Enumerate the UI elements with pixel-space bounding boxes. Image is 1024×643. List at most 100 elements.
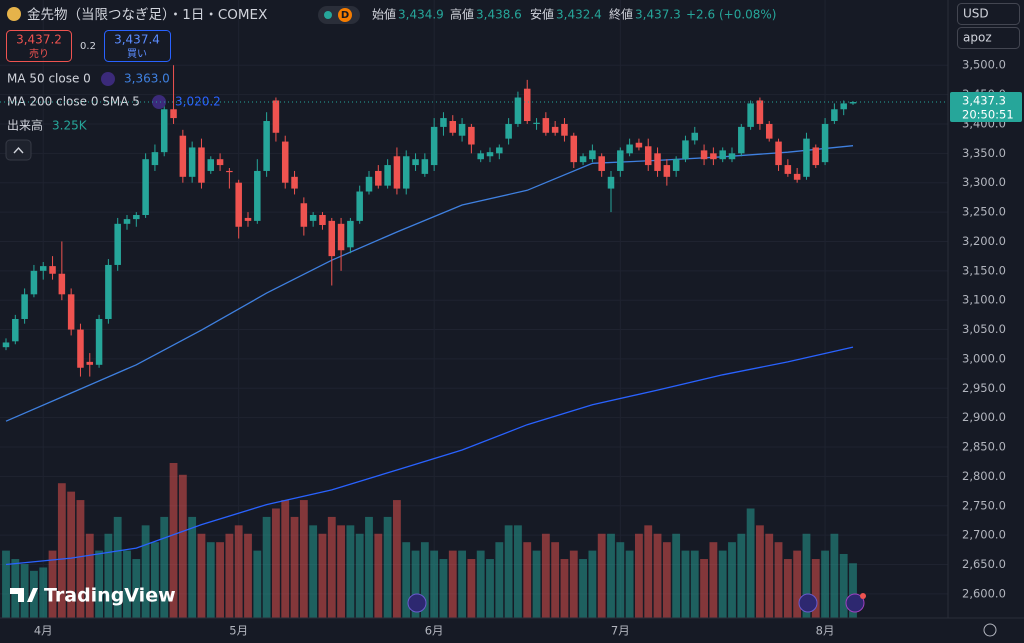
currency-button[interactable] [957,3,1020,25]
volume-bar [411,550,420,618]
volume-bar [95,550,103,618]
volume-bar [67,491,76,618]
volume-bar [569,550,578,618]
volume-bar [420,542,429,618]
volume-bar [355,533,364,618]
y-tick-label: 2,650.0 [962,557,1006,571]
volume-bar [486,559,494,618]
y-tick-label: 2,700.0 [962,528,1006,542]
ohlc-change: +2.6 (+0.08%) [686,8,777,22]
volume-value: 3.25K [52,119,88,133]
candle-body [337,223,345,251]
ohlc-label: 始値 [372,7,396,22]
symbol-title[interactable]: 金先物（当限つなぎ足）・1日・COMEX [27,7,267,23]
candle-body [77,329,84,368]
volume-bar [588,550,597,618]
volume-bar [551,542,560,618]
scale-menu: apoz [963,31,992,45]
ohlc-label: 安値 [530,7,554,22]
last-price-tag [950,92,1022,123]
market-status [324,11,332,19]
scale-button[interactable] [957,27,1020,49]
volume-bar [234,525,243,618]
candle-body [347,220,354,248]
candle-body [756,100,764,124]
volume-bar [253,550,262,618]
volume-bar [802,533,811,618]
candle-body [67,294,75,330]
y-tick-label: 2,850.0 [962,440,1006,454]
candle-body [356,191,363,221]
x-tick-label: 4月 [34,624,53,638]
event-icon[interactable] [407,593,427,613]
volume-bar [197,533,206,618]
candle-body [719,150,726,160]
ma-line [5,346,854,566]
volume-bar [85,533,94,618]
countdown: 20:50:51 [962,108,1014,122]
candle-body [263,121,270,171]
volume-bar [476,550,485,618]
currency: USD [963,7,989,21]
collapse-button[interactable] [5,139,32,161]
volume-bar [151,542,159,618]
volume-bar [169,463,178,618]
volume-bar [318,533,327,618]
volume-bar [737,533,746,618]
volume-bar [532,550,541,618]
candle-body [449,121,457,133]
volume-name: 出来高 [7,118,43,133]
volume-bar [402,542,411,618]
volume-bar [718,550,727,618]
candle-body [514,97,522,124]
candle-body [170,109,177,119]
volume-bar [830,533,839,618]
volume-bar [560,559,569,618]
candle-body [319,215,326,225]
volume-bar [393,500,401,618]
candle-body [728,153,736,160]
indicator-icon[interactable] [101,72,115,86]
x-tick-label: 8月 [816,624,835,638]
price-axis: 2,600.0 2,650.0 2,700.0 2,750.0 2,800.0 2,850… [962,58,1006,601]
event-icon[interactable] [798,593,818,613]
candle-body [105,264,112,319]
collapse-icon [13,146,24,154]
volume-bar [448,550,457,618]
candle-body [626,144,633,154]
candle-body [393,156,401,189]
candle-body [477,153,484,160]
volume-bar [113,516,122,618]
candle-body [235,182,242,227]
ohlc-label: 高値 [450,7,474,22]
logo-mark [10,588,38,602]
candle-body [579,156,587,163]
candle-body [589,150,596,160]
volume-bar [39,567,48,618]
candle-body [849,102,857,104]
candle-body [151,152,159,166]
volume-bar [681,550,690,618]
candle-body [458,123,466,136]
y-tick-label: 2,800.0 [962,469,1006,483]
candle-body [179,135,187,177]
candle-body [505,123,512,139]
volume-bar [141,525,150,618]
sell-price: 3,437.2 [16,33,62,47]
volume-bar [541,533,550,618]
volume-bar [793,550,802,618]
sell-button[interactable] [6,30,72,62]
candle-body [300,203,308,227]
settings-icon[interactable] [983,623,997,637]
candle-body [738,126,745,154]
indicator-icon[interactable] [152,95,166,109]
candle-body [309,215,317,221]
buy-button[interactable] [104,30,171,62]
y-tick-label: 3,200.0 [962,234,1006,248]
last-price-label: 3,437.3 [962,94,1006,108]
event-icon[interactable] [845,593,865,613]
volume-pane [2,463,857,618]
y-tick-label: 3,300.0 [962,175,1006,189]
candle-body [551,126,559,133]
